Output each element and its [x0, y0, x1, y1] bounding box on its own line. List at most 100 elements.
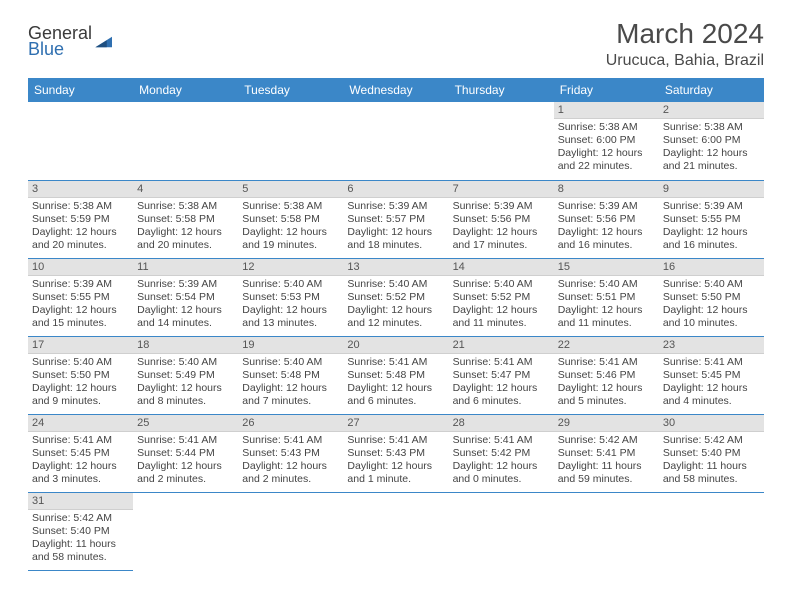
weekday-header: Wednesday	[343, 78, 448, 102]
day-details: Sunrise: 5:40 AMSunset: 5:50 PMDaylight:…	[659, 276, 764, 331]
brand-text: General Blue	[28, 24, 92, 60]
calendar-cell: 27Sunrise: 5:41 AMSunset: 5:43 PMDayligh…	[343, 414, 448, 492]
calendar-row: 10Sunrise: 5:39 AMSunset: 5:55 PMDayligh…	[28, 258, 764, 336]
calendar-cell: 29Sunrise: 5:42 AMSunset: 5:41 PMDayligh…	[554, 414, 659, 492]
sunrise-line: Sunrise: 5:42 AM	[32, 512, 129, 525]
calendar-row: 17 Sunrise: 5:40 AMSunset: 5:50 PM Dayligh…	[28, 336, 764, 414]
day-number: 23	[659, 337, 764, 354]
sunrise-line: Sunrise: 5:40 AM	[663, 278, 760, 291]
calendar-cell-empty	[343, 102, 448, 180]
daylight-line: Daylight: 12 hours and 10 minutes.	[663, 304, 760, 330]
day-number: 4	[133, 181, 238, 198]
daylight-line: Daylight: 12 hours and 6 minutes.	[347, 382, 444, 408]
day-number: 17	[28, 337, 133, 354]
sunset-line: Sunset: 5:44 PM	[137, 447, 234, 460]
day-details: Sunrise: 5:39 AMSunset: 5:55 PMDaylight:…	[659, 198, 764, 253]
day-number: 31	[28, 493, 133, 510]
calendar-cell-empty	[133, 102, 238, 180]
sunset-line: Sunset: 5:45 PM	[32, 447, 129, 460]
sunset-line: Sunset: 5:49 PM	[137, 369, 234, 382]
daylight-line: Daylight: 12 hours and 16 minutes.	[558, 226, 655, 252]
calendar-cell: 28Sunrise: 5:41 AMSunset: 5:42 PMDayligh…	[449, 414, 554, 492]
calendar-cell: 23Sunrise: 5:41 AMSunset: 5:45 PMDayligh…	[659, 336, 764, 414]
calendar-cell: 5Sunrise: 5:38 AMSunset: 5:58 PMDaylight…	[238, 180, 343, 258]
day-number: 15	[554, 259, 659, 276]
sunset-line: Sunset: 5:40 PM	[663, 447, 760, 460]
calendar-cell: 15Sunrise: 5:40 AMSunset: 5:51 PMDayligh…	[554, 258, 659, 336]
sunset-line: Sunset: 5:48 PM	[347, 369, 444, 382]
day-details: Sunrise: 5:39 AMSunset: 5:56 PMDaylight:…	[449, 198, 554, 253]
sunrise-line: Sunrise: 5:38 AM	[663, 121, 760, 134]
calendar-cell: 20Sunrise: 5:41 AMSunset: 5:48 PMDayligh…	[343, 336, 448, 414]
sunset-line: Sunset: 5:48 PM	[242, 369, 339, 382]
daylight-line: Daylight: 12 hours and 2 minutes.	[242, 460, 339, 486]
daylight-line: Daylight: 12 hours and 11 minutes.	[453, 304, 550, 330]
day-number: 11	[133, 259, 238, 276]
sunrise-line: Sunrise: 5:39 AM	[32, 278, 129, 291]
daylight-line: Daylight: 12 hours and 22 minutes.	[558, 147, 655, 173]
calendar-cell: 8Sunrise: 5:39 AMSunset: 5:56 PMDaylight…	[554, 180, 659, 258]
sunrise-line: Sunrise: 5:39 AM	[663, 200, 760, 213]
sunset-line: Sunset: 5:54 PM	[137, 291, 234, 304]
sunrise-line: Sunrise: 5:39 AM	[137, 278, 234, 291]
daylight-line: Daylight: 12 hours and 14 minutes.	[137, 304, 234, 330]
calendar-cell: 4Sunrise: 5:38 AMSunset: 5:58 PMDaylight…	[133, 180, 238, 258]
sunrise-line: Sunrise: 5:41 AM	[242, 434, 339, 447]
day-number: 13	[343, 259, 448, 276]
sunset-line: Sunset: 5:51 PM	[558, 291, 655, 304]
calendar-cell: 16Sunrise: 5:40 AMSunset: 5:50 PMDayligh…	[659, 258, 764, 336]
sunrise-line: Sunrise: 5:38 AM	[558, 121, 655, 134]
daylight-line: Daylight: 11 hours and 58 minutes.	[663, 460, 760, 486]
calendar-cell-empty	[554, 492, 659, 570]
day-number: 14	[449, 259, 554, 276]
weekday-header: Monday	[133, 78, 238, 102]
sunset-line: Sunset: 5:58 PM	[242, 213, 339, 226]
sunrise-line: Sunrise: 5:39 AM	[453, 200, 550, 213]
flag-icon	[94, 35, 116, 49]
calendar-cell: 22Sunrise: 5:41 AMSunset: 5:46 PMDayligh…	[554, 336, 659, 414]
daylight-line: Daylight: 12 hours and 16 minutes.	[663, 226, 760, 252]
weekday-header: Tuesday	[238, 78, 343, 102]
sunset-line: Sunset: 5:42 PM	[453, 447, 550, 460]
sunrise-line: Sunrise: 5:38 AM	[242, 200, 339, 213]
sunrise-line: Sunrise: 5:41 AM	[663, 356, 760, 369]
sunset-line: Sunset: 5:55 PM	[663, 213, 760, 226]
weekday-header: Sunday	[28, 78, 133, 102]
sunset-line: Sunset: 5:50 PM	[32, 369, 129, 382]
day-details: Sunrise: 5:40 AMSunset: 5:53 PMDaylight:…	[238, 276, 343, 331]
sunset-line: Sunset: 5:52 PM	[347, 291, 444, 304]
day-details: Sunrise: 5:41 AMSunset: 5:43 PMDaylight:…	[238, 432, 343, 487]
brand-word2: Blue	[28, 39, 64, 59]
calendar-cell: 1Sunrise: 5:38 AMSunset: 6:00 PMDaylight…	[554, 102, 659, 180]
sunrise-line: Sunrise: 5:38 AM	[32, 200, 129, 213]
sunrise-line: Sunrise: 5:41 AM	[558, 356, 655, 369]
daylight-line: Daylight: 12 hours and 6 minutes.	[453, 382, 550, 408]
sunset-line: Sunset: 5:43 PM	[242, 447, 339, 460]
calendar-cell: 11 Sunrise: 5:39 AMSunset: 5:54 PMDayligh…	[133, 258, 238, 336]
daylight-line: Daylight: 12 hours and 18 minutes.	[347, 226, 444, 252]
sunrise-line: Sunrise: 5:41 AM	[347, 434, 444, 447]
calendar-cell-empty	[238, 102, 343, 180]
day-number: 28	[449, 415, 554, 432]
day-details: Sunrise: 5:40 AMSunset: 5:52 PMDaylight:…	[449, 276, 554, 331]
daylight-line: Daylight: 12 hours and 12 minutes.	[347, 304, 444, 330]
calendar-cell: 14Sunrise: 5:40 AMSunset: 5:52 PMDayligh…	[449, 258, 554, 336]
calendar-cell-empty	[449, 102, 554, 180]
daylight-line: Daylight: 12 hours and 17 minutes.	[453, 226, 550, 252]
sunset-line: Sunset: 5:55 PM	[32, 291, 129, 304]
sunset-line: Sunset: 5:52 PM	[453, 291, 550, 304]
daylight-line: Daylight: 12 hours and 21 minutes.	[663, 147, 760, 173]
day-details: Sunrise: 5:39 AMSunset: 5:56 PMDaylight:…	[554, 198, 659, 253]
sunset-line: Sunset: 5:41 PM	[558, 447, 655, 460]
day-details: Sunrise: 5:42 AMSunset: 5:41 PMDaylight:…	[554, 432, 659, 487]
sunrise-line: Sunrise: 5:40 AM	[32, 356, 129, 369]
calendar-cell: 2Sunrise: 5:38 AMSunset: 6:00 PMDaylight…	[659, 102, 764, 180]
day-number: 1	[554, 102, 659, 119]
daylight-line: Daylight: 12 hours and 20 minutes.	[137, 226, 234, 252]
day-number: 5	[238, 181, 343, 198]
sunrise-line: Sunrise: 5:41 AM	[137, 434, 234, 447]
day-details: Sunrise: 5:41 AMSunset: 5:45 PMDaylight:…	[659, 354, 764, 409]
sunrise-line: Sunrise: 5:41 AM	[453, 434, 550, 447]
day-details: Sunrise: 5:41 AMSunset: 5:47 PMDaylight:…	[449, 354, 554, 409]
day-number: 3	[28, 181, 133, 198]
